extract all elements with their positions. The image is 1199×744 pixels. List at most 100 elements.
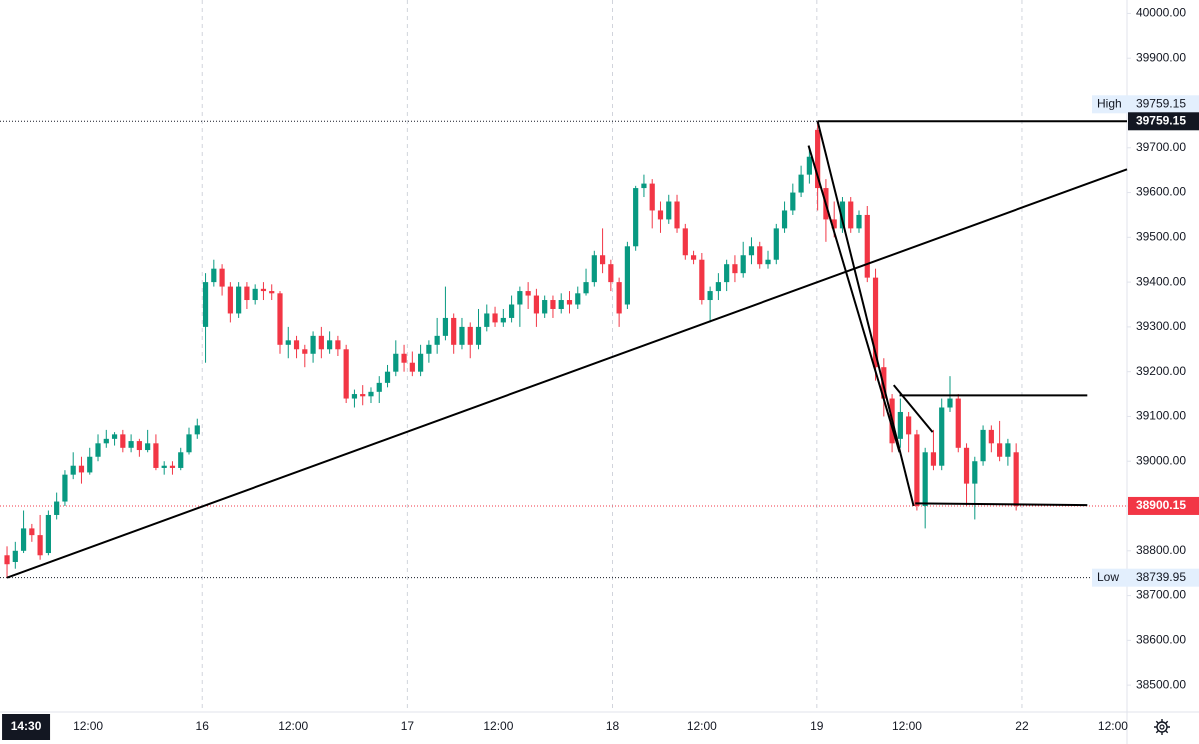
candle-body — [781, 210, 788, 229]
last-price-box — [1128, 496, 1199, 515]
candle-body — [54, 501, 60, 515]
low-value: 38739.95 — [1136, 570, 1186, 584]
candle-body — [558, 300, 564, 309]
high-price: 39759.15 — [1136, 113, 1186, 127]
candle-body — [4, 555, 10, 565]
candle-body — [790, 192, 796, 211]
candle-body — [293, 340, 300, 350]
candle-body — [376, 382, 382, 392]
candle-body — [252, 288, 258, 301]
crosshair-time-box — [2, 714, 51, 740]
candle-body — [757, 246, 763, 265]
high-label: High — [1097, 96, 1122, 110]
candle-body — [202, 282, 209, 327]
candle-body — [111, 434, 118, 439]
trend-line — [807, 145, 901, 453]
y-tick-label: 38800.00 — [1136, 543, 1186, 557]
candle-body — [335, 340, 341, 350]
x-tick-label: 12:00 — [483, 719, 513, 733]
candle-body — [95, 443, 101, 457]
y-tick-label: 39500.00 — [1136, 230, 1186, 244]
candle-body — [839, 201, 846, 229]
y-tick-label: 38600.00 — [1136, 633, 1186, 647]
candle-body — [186, 434, 192, 453]
trend-line — [816, 121, 915, 507]
candle-body — [517, 291, 523, 305]
candle-body — [624, 246, 630, 305]
candle-body — [368, 391, 374, 397]
candle-body — [29, 528, 35, 536]
candle-body — [666, 201, 672, 220]
x-tick-label: 22 — [1015, 719, 1029, 733]
x-tick-label: 14:30 — [11, 719, 42, 733]
y-tick-label: 39200.00 — [1136, 364, 1186, 378]
high-label-box — [1092, 95, 1199, 114]
candle-body — [62, 474, 68, 502]
candle-body — [997, 443, 1003, 457]
candle-body — [641, 183, 647, 189]
candle-body — [1013, 452, 1019, 506]
candle-body — [939, 407, 945, 466]
last-price: 38900.15 — [1136, 498, 1186, 512]
candle-body — [475, 326, 482, 345]
settings-icon[interactable] — [1154, 719, 1170, 735]
y-tick-label: 39900.00 — [1136, 50, 1186, 64]
candle-body — [45, 514, 51, 554]
candle-body — [87, 456, 93, 473]
candle-body — [169, 465, 176, 468]
y-tick-label: 39600.00 — [1136, 185, 1186, 199]
candle-body — [542, 300, 548, 314]
candle-body — [690, 255, 697, 260]
x-tick-label: 12:00 — [892, 719, 922, 733]
candle-body — [831, 219, 837, 229]
candle-body — [930, 452, 937, 466]
candle-body — [897, 411, 903, 439]
gear-hub — [1159, 724, 1165, 730]
candle-body — [37, 535, 43, 556]
candle-body — [864, 214, 870, 278]
candle-body — [103, 438, 109, 444]
candle-body — [748, 246, 755, 256]
candle-body — [682, 228, 688, 256]
candle-body — [699, 259, 705, 301]
candle-body — [418, 353, 424, 372]
candle-body — [120, 434, 126, 448]
y-tick-label: 39700.00 — [1136, 140, 1186, 154]
candle-body — [244, 286, 250, 301]
y-tick-label: 40000.00 — [1136, 6, 1186, 20]
candle-body — [393, 353, 399, 372]
candle-body — [434, 335, 440, 345]
candle-body — [260, 288, 267, 292]
candle-body — [963, 447, 970, 484]
candle-body — [715, 282, 721, 292]
candle-body — [914, 434, 920, 507]
low-label-box — [1092, 568, 1199, 587]
high-value: 39759.15 — [1136, 96, 1186, 110]
x-tick-label: 16 — [196, 719, 210, 733]
trend-line — [915, 502, 1088, 507]
candle-body — [492, 313, 498, 323]
candle-body — [153, 443, 159, 468]
candle-body — [955, 398, 961, 448]
candle-body — [451, 317, 457, 345]
candle-body — [575, 293, 581, 305]
x-tick-label: 18 — [606, 719, 620, 733]
candle-body — [384, 371, 391, 383]
candle-body — [566, 300, 573, 305]
candle-body — [211, 268, 217, 283]
y-tick-label: 39000.00 — [1136, 453, 1186, 467]
candle-body — [707, 291, 713, 301]
candle-body — [583, 282, 589, 294]
candle-body — [459, 326, 465, 345]
candle-body — [178, 452, 184, 468]
y-tick-label: 39300.00 — [1136, 319, 1186, 333]
candle-body — [136, 441, 142, 451]
high-price-box — [1128, 112, 1199, 131]
candle-body — [269, 291, 275, 294]
candle-body — [78, 465, 85, 473]
candle-body — [724, 264, 730, 283]
candle-body — [533, 295, 540, 314]
candle-body — [277, 293, 283, 345]
y-tick-label: 39100.00 — [1136, 409, 1186, 423]
